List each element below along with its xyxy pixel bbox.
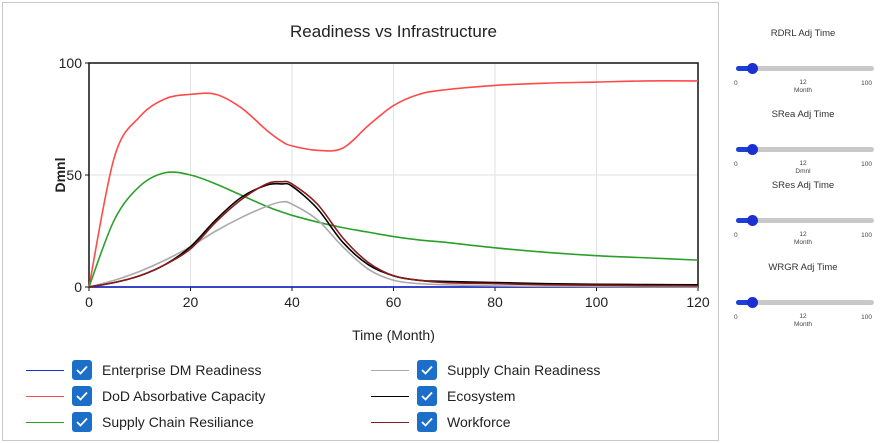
x-tick-label: 20 [183,294,199,310]
legend-line-swatch [371,369,409,371]
x-tick-label: 120 [686,294,710,310]
x-tick-label: 40 [284,294,300,310]
slider-track[interactable] [736,300,874,305]
series-line-supply-chain-resiliance [88,171,699,288]
slider-max-label: 100 [861,232,872,239]
chart-title: Readiness vs Infrastructure [290,22,497,41]
checkbox-checked-icon[interactable] [72,386,92,406]
slider-track[interactable] [736,147,874,152]
chart-panel: Readiness vs Infrastructure 0 20 40 60 80 100 1… [2,2,719,441]
slider-fill [736,147,753,152]
slider-unit: Month [793,239,813,246]
slider-unit: Dmnl [795,168,811,175]
slider-thumb[interactable] [747,144,759,155]
slider-max-label: 100 [861,314,872,321]
checkbox-checked-icon[interactable] [72,412,92,432]
legend-item-supply-chain-resiliance[interactable]: Supply Chain Resiliance [26,411,254,433]
checkbox-checked-icon[interactable] [417,412,437,432]
x-axis-label: Time (Month) [352,327,435,343]
series-line-dod-absorbative-capacity [88,80,699,288]
checkbox-checked-icon[interactable] [72,360,92,380]
x-tick-label: 0 [85,294,93,310]
series-line-workforce [88,180,699,288]
legend-label: Ecosystem [447,388,516,404]
legend-label: Enterprise DM Readiness [102,362,262,378]
slider-track[interactable] [736,66,874,71]
slider-wrgr-adj-time: WRGR Adj Time 0 100 12 Month [728,262,878,340]
x-tick-label: 80 [487,294,503,310]
slider-value: 12 [799,313,807,320]
y-tick-label: 0 [74,279,82,295]
slider-title: RDRL Adj Time [770,28,836,39]
slider-value: 12 [799,79,807,86]
slider-track[interactable] [736,218,874,223]
slider-fill [736,300,753,305]
slider-value: 12 [799,231,807,238]
legend-item-supply-chain-readiness[interactable]: Supply Chain Readiness [371,359,600,381]
checkbox-checked-icon[interactable] [417,360,437,380]
slider-max-label: 100 [861,80,872,87]
slider-srea-adj-time: SRea Adj Time 0 100 12 Dmnl [728,109,878,187]
slider-thumb[interactable] [747,297,759,308]
slider-title: SRea Adj Time [771,109,835,120]
legend-line-swatch [26,369,64,371]
slider-rdrl-adj-time: RDRL Adj Time 0 100 12 Month [728,28,878,106]
y-axis-label: Dmnl [52,158,68,193]
slider-sres-adj-time: SRes Adj Time 0 100 12 Month [728,180,878,258]
slider-min-label: 0 [734,80,738,87]
legend-label: Supply Chain Readiness [447,362,601,378]
slider-fill [736,66,753,71]
slider-value: 12 [799,160,807,167]
line-chart: Readiness vs Infrastructure 0 20 40 60 80 100 1… [52,22,710,343]
slider-max-label: 100 [861,161,872,168]
legend-line-swatch [371,421,409,423]
slider-thumb[interactable] [747,215,759,226]
slider-title: SRes Adj Time [771,180,835,191]
checkbox-checked-icon[interactable] [417,386,437,406]
slider-fill [736,218,753,223]
legend-label: DoD Absorbative Capacity [102,388,266,404]
slider-min-label: 0 [734,232,738,239]
legend: Enterprise DM Readiness DoD Absorbative C… [2,356,719,441]
legend-label: Workforce [447,414,511,430]
series-line-supply-chain-readiness [88,200,699,288]
slider-min-label: 0 [734,314,738,321]
y-tick-label: 100 [59,55,83,71]
legend-line-swatch [26,421,64,423]
legend-line-swatch [26,395,64,397]
slider-unit: Month [793,87,813,94]
legend-item-workforce[interactable]: Workforce [371,411,511,433]
slider-unit: Month [793,321,813,328]
slider-title: WRGR Adj Time [768,262,838,273]
y-tick-label: 50 [66,167,82,183]
x-tick-label: 60 [386,294,402,310]
legend-line-swatch [371,395,409,397]
legend-item-enterprise-dm-readiness[interactable]: Enterprise DM Readiness [26,359,262,381]
x-tick-label: 100 [585,294,609,310]
legend-item-dod-absorbative-capacity[interactable]: DoD Absorbative Capacity [26,385,265,407]
legend-label: Supply Chain Resiliance [102,414,254,430]
slider-thumb[interactable] [747,63,759,74]
legend-item-ecosystem[interactable]: Ecosystem [371,385,515,407]
slider-min-label: 0 [734,161,738,168]
